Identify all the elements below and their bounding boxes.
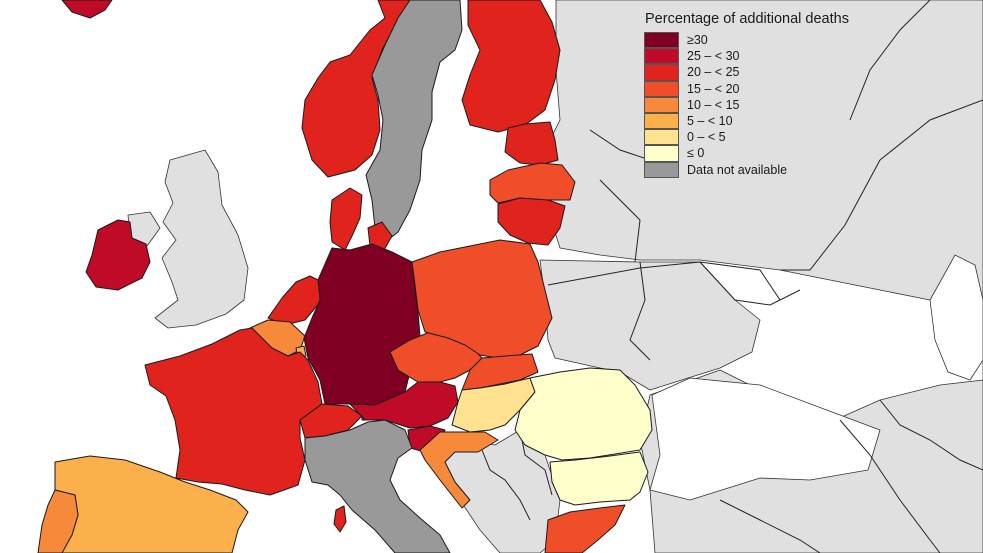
legend-label: ≤ 0 — [687, 146, 705, 161]
legend-item: 15 – < 20 — [644, 80, 944, 97]
country-greece — [544, 504, 626, 553]
country-denmark-islands — [367, 221, 393, 251]
legend-label: Data not available — [687, 162, 788, 177]
country-latvia — [489, 162, 576, 204]
legend-item: 20 – < 25 — [644, 64, 944, 81]
country-sweden — [365, 0, 463, 241]
country-france — [144, 327, 323, 496]
legend-swatch — [644, 145, 679, 162]
non-eu-borders — [479, 0, 983, 553]
caspian-sea — [929, 254, 983, 381]
legend-item: ≥30 — [644, 32, 944, 49]
legend-swatch — [644, 32, 679, 49]
legend-swatch — [644, 112, 679, 130]
country-lithuania — [497, 197, 566, 246]
legend-label: ≥30 — [687, 33, 708, 48]
black-sea — [649, 377, 881, 501]
countries — [37, 0, 653, 553]
legend-label: 20 – < 25 — [687, 65, 740, 80]
country-ireland — [85, 219, 151, 291]
country-bulgaria — [549, 451, 649, 506]
country-poland — [411, 239, 553, 359]
legend-item: 10 – < 15 — [644, 96, 944, 113]
country-germany — [303, 243, 421, 409]
country-italy — [304, 419, 451, 553]
country-romania — [514, 367, 653, 461]
legend-label: 10 – < 15 — [687, 97, 740, 112]
great-britain — [154, 149, 249, 329]
country-iceland-fragment — [61, 0, 113, 19]
legend-swatch — [644, 96, 679, 113]
legend-item: 25 – < 30 — [644, 48, 944, 65]
legend-item: Data not available — [644, 161, 944, 178]
legend-item: ≤ 0 — [644, 145, 944, 162]
country-croatia — [419, 431, 499, 509]
legend-label: 5 – < 10 — [687, 114, 733, 129]
legend-title: Percentage of additional deaths — [645, 11, 849, 27]
legend-swatch — [644, 129, 679, 146]
country-norway — [301, 0, 411, 178]
legend-item: 5 – < 10 — [644, 112, 944, 130]
legend-label: 0 – < 5 — [687, 130, 726, 145]
legend: Percentage of additional deaths ≥30 25 –… — [644, 11, 944, 178]
legend-item: 0 – < 5 — [644, 129, 944, 146]
legend-label: 25 – < 30 — [687, 49, 740, 64]
legend-swatch — [644, 161, 679, 178]
country-estonia — [504, 121, 559, 166]
legend-swatch — [644, 64, 679, 81]
country-denmark — [329, 187, 363, 251]
country-portugal — [37, 489, 79, 553]
legend-label: 15 – < 20 — [687, 81, 740, 96]
legend-swatch — [644, 80, 679, 97]
legend-swatch — [644, 48, 679, 65]
country-france-corsica — [333, 505, 347, 533]
